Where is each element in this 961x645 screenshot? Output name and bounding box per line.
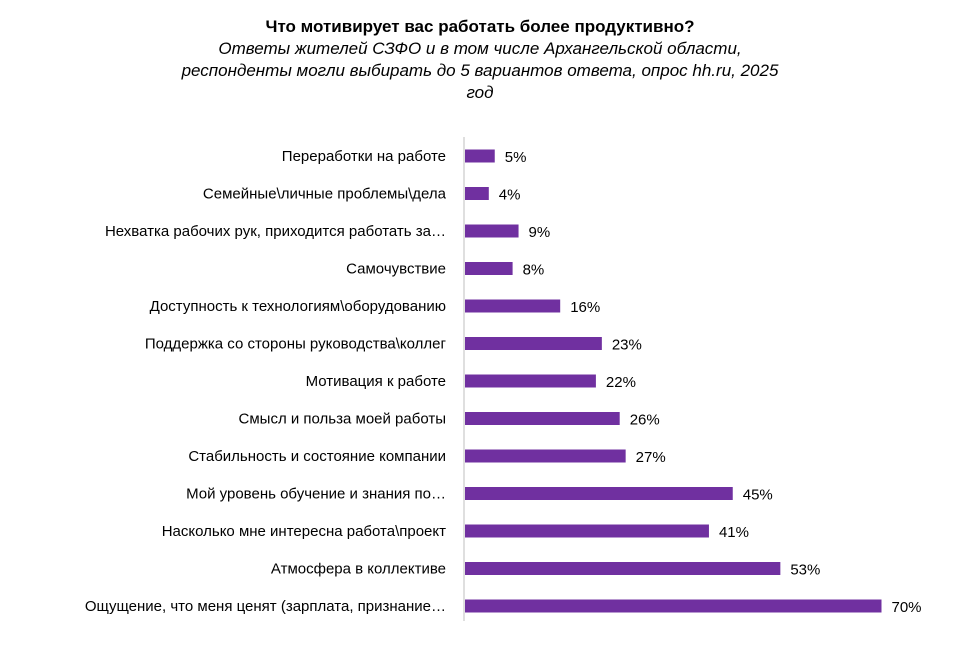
category-label: Ощущение, что меня ценят (зарплата, приз… — [85, 598, 446, 615]
category-label: Самочувствие — [346, 261, 446, 278]
bar — [465, 224, 519, 238]
value-label: 53% — [790, 562, 820, 579]
bar — [465, 562, 781, 575]
category-label: Нехватка рабочих рук, приходится работат… — [105, 223, 446, 240]
value-label: 23% — [612, 337, 642, 354]
value-label: 70% — [892, 599, 922, 616]
category-label: Насколько мне интересна работа\проект — [162, 523, 446, 540]
chart-title: Что мотивирует вас работать более продук… — [265, 17, 695, 36]
value-label: 5% — [505, 149, 527, 166]
category-label: Переработки на работе — [282, 148, 446, 165]
category-label: Поддержка со стороны руководства\коллег — [145, 336, 447, 353]
bar — [465, 374, 596, 388]
bar — [465, 149, 495, 163]
chart-subtitle-line-1: Ответы жителей СЗФО и в том числе Арханг… — [218, 39, 742, 58]
value-label: 45% — [743, 487, 773, 504]
bar — [465, 487, 733, 500]
category-label: Смысл и польза моей работы — [239, 411, 446, 428]
value-label: 8% — [523, 262, 545, 279]
bar — [465, 299, 561, 313]
bar — [465, 599, 882, 613]
value-label: 9% — [529, 224, 551, 241]
value-label: 27% — [636, 449, 666, 466]
chart-subtitle-line-3: год — [466, 83, 494, 102]
category-label: Мой уровень обучение и знания по… — [186, 486, 446, 503]
bar — [465, 337, 602, 350]
bar — [465, 412, 620, 425]
category-label: Семейные\личные проблемы\дела — [203, 186, 447, 203]
chart-subtitle-line-2: респонденты могли выбирать до 5 варианто… — [181, 61, 779, 80]
value-label: 41% — [719, 524, 749, 541]
value-label: 26% — [630, 412, 660, 429]
bar — [465, 262, 513, 275]
bar — [465, 187, 489, 200]
value-label: 22% — [606, 374, 636, 391]
category-label: Стабильность и состояние компании — [188, 448, 446, 465]
bar — [465, 524, 709, 538]
value-label: 4% — [499, 187, 521, 204]
category-label: Мотивация к работе — [306, 373, 446, 390]
bar — [465, 449, 626, 463]
category-label: Доступность к технологиям\оборудованию — [150, 298, 446, 315]
value-label: 16% — [570, 299, 600, 316]
chart-title-block: Что мотивирует вас работать более продук… — [100, 16, 860, 104]
category-label: Атмосфера в коллективе — [271, 561, 446, 578]
